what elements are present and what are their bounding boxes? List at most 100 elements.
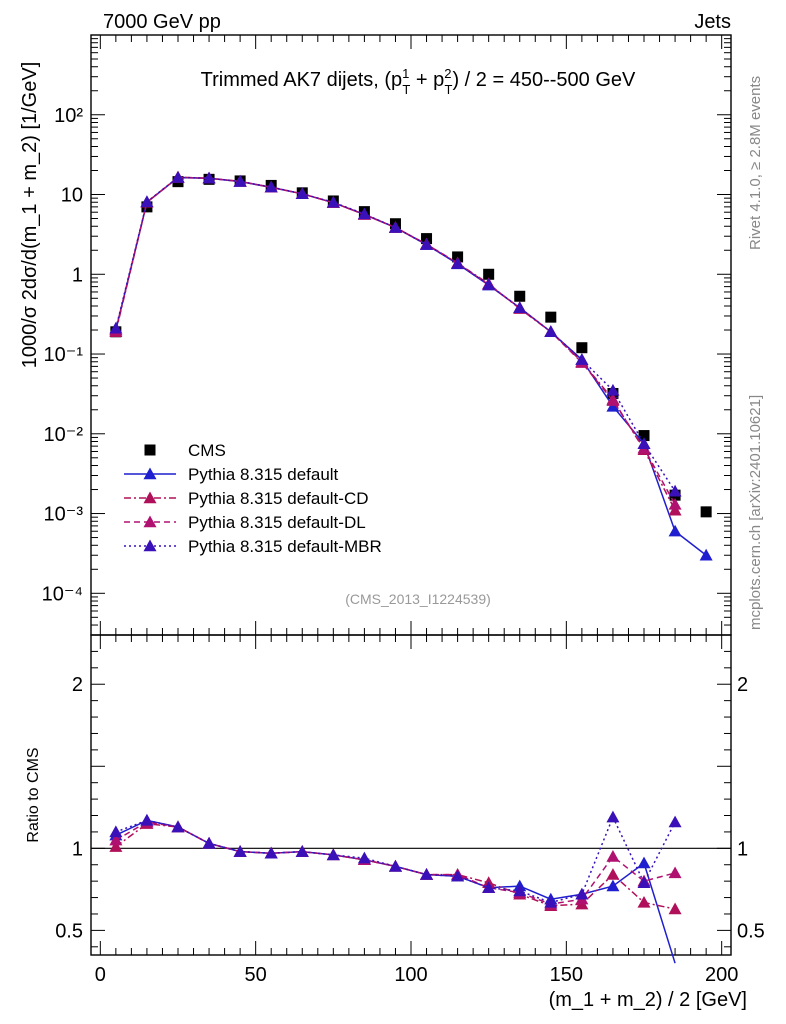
x-axis-label: (m_1 + m_2) / 2 [GeV] xyxy=(549,989,747,1011)
legend-label: Pythia 8.315 default-DL xyxy=(188,513,366,532)
series-point-dotted xyxy=(668,484,682,497)
y-tick-label: 10⁻² xyxy=(44,424,84,446)
series-point-dotted xyxy=(295,187,309,200)
legend-label: Pythia 8.315 default-CD xyxy=(188,489,369,508)
series-point-dotted xyxy=(420,238,434,250)
header-left: 7000 GeV pp xyxy=(103,11,221,33)
series-point-dashed xyxy=(606,394,620,406)
series-point-dotted xyxy=(575,353,589,365)
cms-data-point xyxy=(638,430,650,442)
series-point-solid xyxy=(668,524,682,537)
series-point-dotted xyxy=(202,171,216,184)
y-tick-label: 10⁻⁴ xyxy=(42,583,83,605)
series-point-dotted xyxy=(668,815,682,828)
x-tick-label: 200 xyxy=(705,964,738,986)
series-point-dashed xyxy=(668,497,682,510)
series-point-dotted xyxy=(513,884,527,897)
series-point-dotted xyxy=(233,174,247,187)
ratio-y-tick-label-right: 2 xyxy=(737,674,748,696)
series-point-dotted xyxy=(264,180,278,193)
series-point-dotted xyxy=(326,195,340,208)
series-point-dotted xyxy=(606,383,620,396)
ratio-plot-frame xyxy=(90,634,732,956)
rivet-version-label: Rivet 4.1.0, ≥ 2.8M events xyxy=(747,76,764,250)
series-point-dotted xyxy=(513,301,527,313)
series-point-dotted xyxy=(637,876,651,888)
main-plot-frame xyxy=(90,34,732,636)
series-point-dotted xyxy=(264,846,278,859)
series-point-dotted xyxy=(451,257,465,269)
ratio-axis-ticks: 0 50 100 150 200 0.5 0.5 1 1 2 2 xyxy=(55,635,765,986)
series-point-dotted xyxy=(451,869,465,882)
cms-data-point xyxy=(545,311,557,323)
mcplots-label: mcplots.cern.ch [arXiv:2401.10621] xyxy=(747,395,764,630)
series-point-dotted xyxy=(171,820,185,833)
y-tick-label: 10⁻¹ xyxy=(44,344,84,366)
series-point-dotted xyxy=(295,845,309,857)
y-tick-label: 1 xyxy=(72,264,83,286)
series-point-dotted xyxy=(140,195,154,208)
series-point-solid xyxy=(606,879,620,892)
ratio-y-axis-label: Ratio to CMS xyxy=(25,747,42,842)
series-point-dotted xyxy=(637,437,651,449)
y-tick-label: 10⁻³ xyxy=(44,504,84,526)
series-point-dotted xyxy=(233,845,247,857)
main-y-axis-label: 1000/σ 2dσ/d(m_1 + m_2) [1/GeV] xyxy=(19,62,41,369)
series-point-dotted xyxy=(140,813,154,826)
series-point-dotted xyxy=(482,278,496,290)
series-line-dotted xyxy=(115,815,676,904)
series-point-dotted xyxy=(544,895,558,908)
ratio-y-tick-label: 0.5 xyxy=(55,920,83,942)
legend-marker-dotted xyxy=(143,539,157,552)
ratio-series-group xyxy=(109,810,682,964)
series-line-solid xyxy=(115,819,676,964)
legend-marker-cms xyxy=(144,444,156,456)
series-point-dashed xyxy=(668,866,682,879)
series-point-dotted xyxy=(109,321,123,334)
series-point-solid xyxy=(637,856,651,869)
ratio-y-tick-label-right: 1 xyxy=(737,838,748,860)
x-tick-label: 50 xyxy=(245,964,267,986)
series-point-dotted xyxy=(420,868,434,880)
cms-data-point xyxy=(576,342,588,354)
series-point-dotted xyxy=(606,810,620,823)
x-tick-label: 100 xyxy=(394,964,427,986)
legend-marker-dashed xyxy=(143,515,157,528)
legend-label: Pythia 8.315 default xyxy=(188,465,339,484)
legend-marker-dash-dot xyxy=(143,491,157,504)
series-point-dotted xyxy=(575,887,589,900)
series-point-dash-dot xyxy=(637,895,651,908)
series-point-dotted xyxy=(482,881,496,893)
series-point-dotted xyxy=(388,221,402,233)
legend-marker-solid xyxy=(143,467,157,480)
x-tick-label: 0 xyxy=(95,964,106,986)
y-tick-label: 10² xyxy=(54,105,83,127)
series-point-dash-dot xyxy=(606,868,620,880)
cms-data-point xyxy=(514,290,526,302)
main-axis-ticks: 10⁻⁴ 10⁻³ 10⁻² 10⁻¹ 1 10 10² xyxy=(42,34,731,636)
series-point-dotted xyxy=(544,325,558,337)
series-point-dotted xyxy=(326,848,340,861)
ratio-y-tick-label-right: 0.5 xyxy=(737,920,765,942)
analysis-id: (CMS_2013_I1224539) xyxy=(345,591,491,607)
series-point-dash-dot xyxy=(668,902,682,915)
header-right: Jets xyxy=(694,11,731,33)
series-point-dashed xyxy=(109,833,123,846)
legend-label: CMS xyxy=(188,441,226,460)
x-tick-label: 150 xyxy=(550,964,583,986)
cms-data-point xyxy=(700,506,712,518)
series-point-dotted xyxy=(357,207,371,220)
series-point-dotted xyxy=(388,859,402,872)
ratio-y-tick-label: 1 xyxy=(72,838,83,860)
y-tick-label: 10 xyxy=(61,185,83,207)
series-point-dashed xyxy=(606,850,620,862)
series-point-dash-dot xyxy=(109,840,123,852)
ratio-y-tick-label: 2 xyxy=(72,674,83,696)
main-series-group xyxy=(109,170,713,561)
legend-label: Pythia 8.315 default-MBR xyxy=(188,537,382,556)
series-point-dotted xyxy=(109,825,123,838)
series-point-dotted xyxy=(171,170,185,183)
series-point-dotted xyxy=(357,851,371,864)
series-point-solid xyxy=(699,548,713,561)
